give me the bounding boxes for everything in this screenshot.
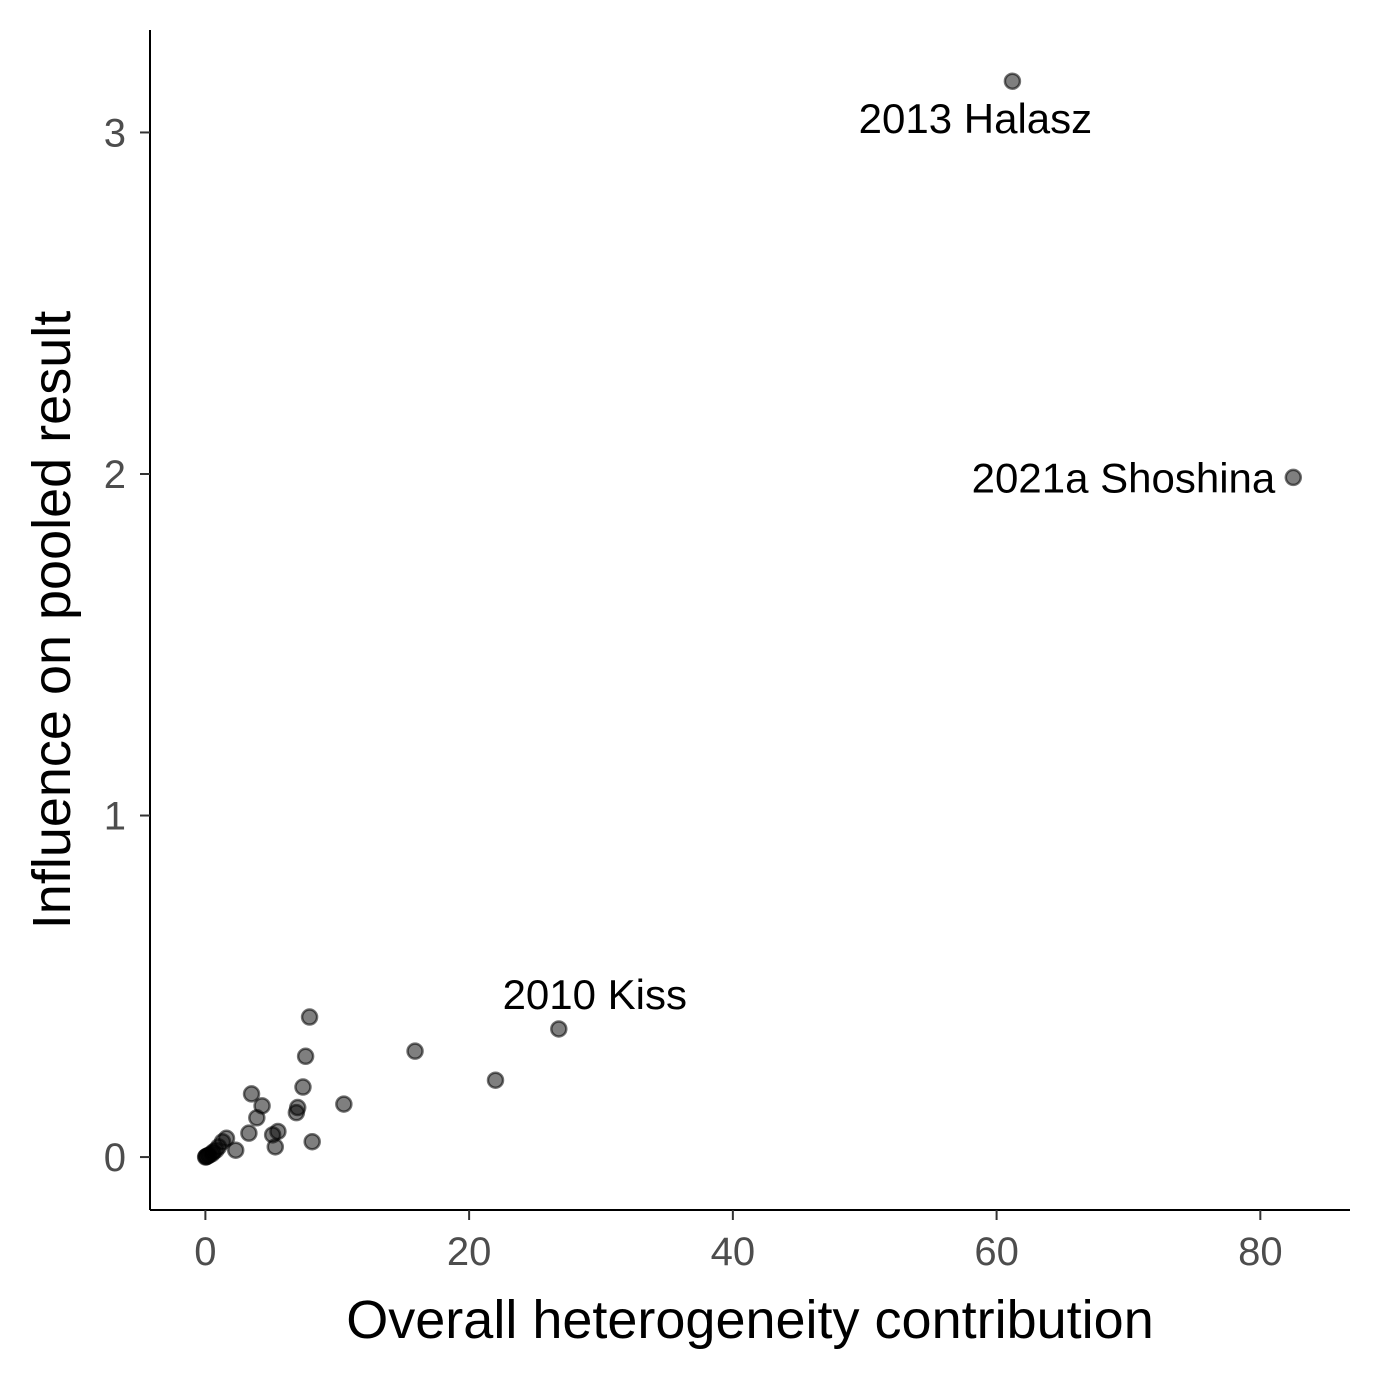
scatter-point: [287, 1103, 306, 1122]
scatter-point: [296, 1047, 315, 1066]
scatter-point: [248, 1109, 266, 1127]
scatter-point: [196, 1148, 215, 1166]
point-annotation: 2013 Halasz: [859, 95, 1092, 142]
x-tick-label: 80: [1238, 1230, 1283, 1274]
scatter-point: [406, 1042, 424, 1060]
scatter-point: [550, 1020, 568, 1038]
scatter-point: [300, 1008, 319, 1026]
scatter-point: [1284, 468, 1303, 487]
y-tick-label: 2: [104, 453, 126, 497]
scatter-point: [226, 1141, 245, 1159]
point-annotation: 2010 Kiss: [503, 971, 687, 1018]
x-tick-label: 40: [711, 1230, 756, 1274]
scatter-point: [242, 1085, 261, 1103]
y-tick-label: 1: [104, 795, 126, 839]
scatter-point: [1003, 72, 1022, 90]
x-axis-ticks: 0 20 40 60 80: [194, 1210, 1283, 1274]
x-tick-label: 20: [447, 1230, 492, 1274]
x-axis-title: Overall heterogeneity contribution: [346, 1290, 1153, 1350]
x-tick-label: 0: [194, 1230, 216, 1274]
y-axis-title: Influence on pooled result: [22, 311, 82, 929]
point-annotation: 2021a Shoshina: [972, 454, 1276, 501]
scatter-point: [303, 1132, 321, 1151]
points-layer: [196, 72, 1303, 1166]
annotations-layer: 2013 Halasz 2021a Shoshina 2010 Kiss: [503, 95, 1276, 1018]
scatter-point: [266, 1138, 285, 1156]
scatter-point: [240, 1124, 258, 1142]
x-tick-label: 60: [974, 1230, 1019, 1274]
y-tick-label: 0: [104, 1136, 126, 1180]
y-axis-ticks: 0 1 2 3: [104, 111, 150, 1180]
scatter-point: [335, 1095, 353, 1113]
scatter-point: [486, 1071, 505, 1089]
scatter-point: [294, 1078, 312, 1096]
y-tick-label: 3: [104, 111, 126, 155]
